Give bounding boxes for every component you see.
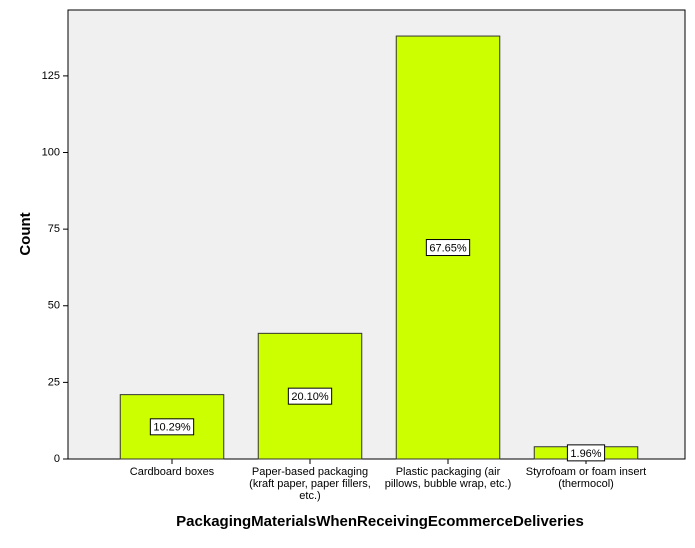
data-label-group: 20.10%	[287, 387, 333, 405]
x-tick-label: Styrofoam or foam insert (thermocol)	[525, 466, 647, 490]
y-tick-label: 100	[42, 146, 60, 158]
data-label: 20.10%	[291, 391, 329, 403]
data-label-box	[149, 418, 195, 436]
x-tick-label-box: Plastic packaging (air pillows, bubble w…	[384, 466, 512, 490]
x-tick-label-box: Styrofoam or foam insert (thermocol)	[525, 466, 647, 490]
y-tick-label: 125	[42, 70, 60, 82]
x-tick-label: Paper-based packaging (kraft paper, pape…	[249, 466, 371, 502]
data-label-box	[287, 387, 333, 405]
data-label: 67.65%	[429, 242, 467, 254]
x-axis-title: PackagingMaterialsWhenReceivingEcommerce…	[176, 513, 584, 530]
data-label: 1.96%	[570, 448, 601, 460]
y-tick-label: 0	[54, 453, 60, 465]
x-tick-label-box: Cardboard boxes	[129, 466, 215, 478]
y-tick-label: 75	[48, 223, 60, 235]
data-label-group: 67.65%	[425, 239, 471, 257]
y-axis-title: Count	[17, 212, 34, 255]
y-tick-label: 25	[48, 376, 60, 388]
data-label-group: 10.29%	[149, 418, 195, 436]
data-label: 10.29%	[153, 422, 191, 434]
x-tick-label: Plastic packaging (air pillows, bubble w…	[384, 466, 512, 490]
x-tick-label-box: Paper-based packaging (kraft paper, pape…	[249, 466, 371, 502]
x-tick-label: Cardboard boxes	[129, 466, 215, 478]
data-label-group: 1.96%	[566, 444, 606, 462]
y-tick-label: 50	[48, 300, 60, 312]
data-label-box	[425, 239, 471, 257]
data-label-box	[566, 444, 606, 462]
plot-area	[67, 9, 686, 460]
